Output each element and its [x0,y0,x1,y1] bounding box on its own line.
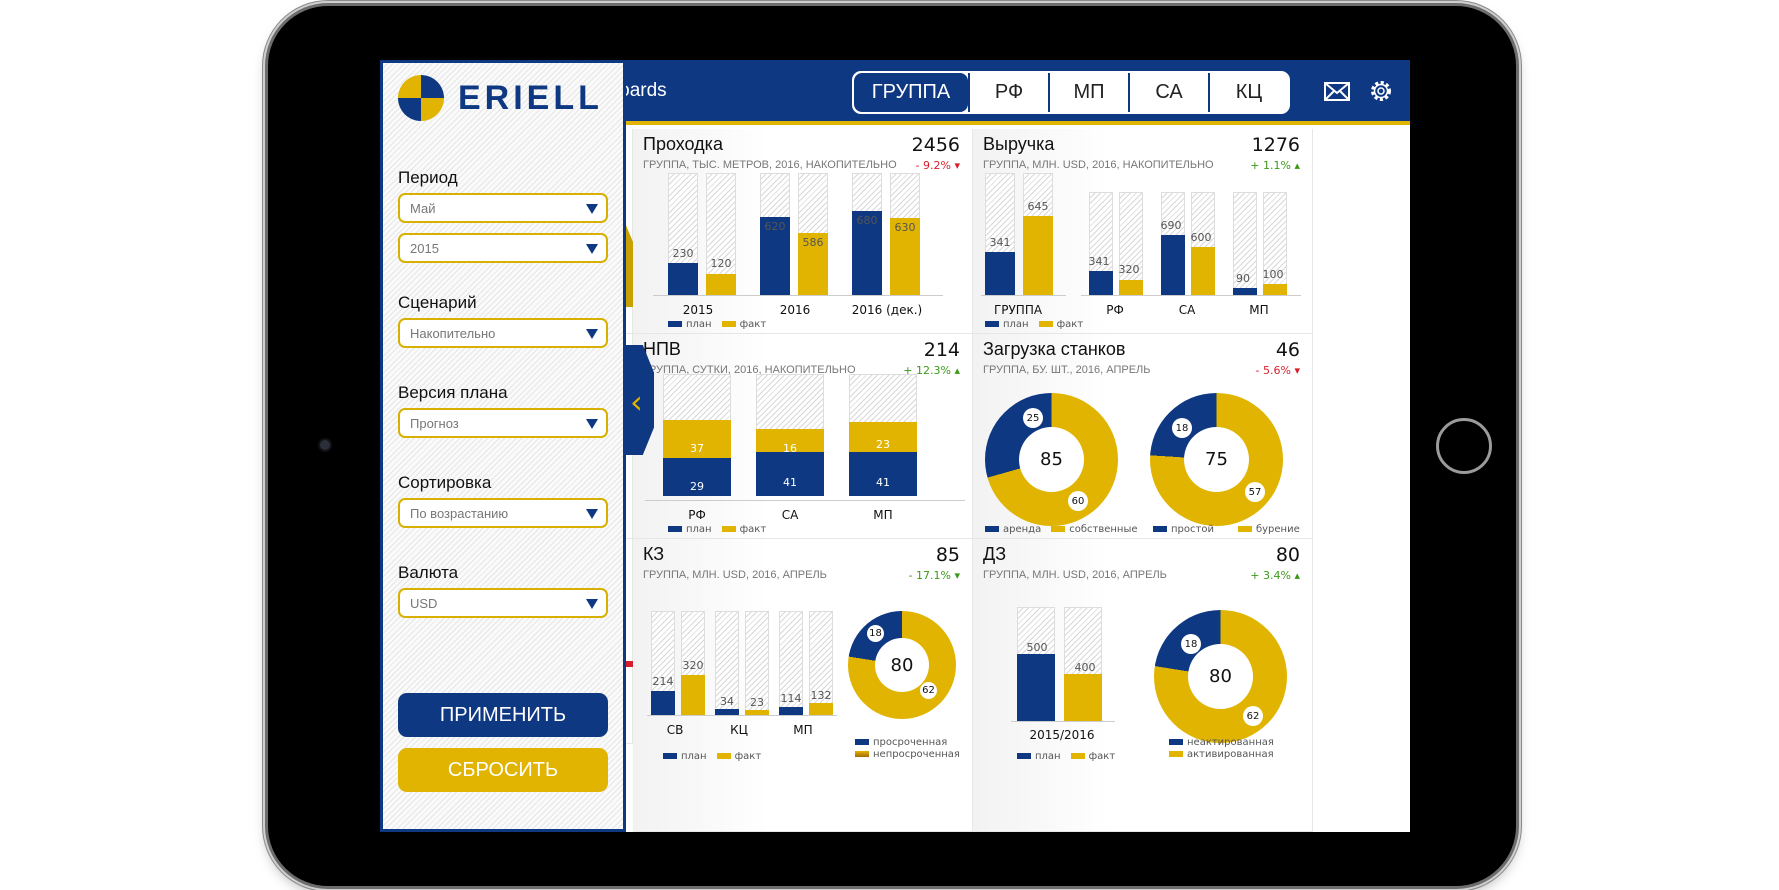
donut-chart: 80 18 62 [848,611,956,719]
dz-chart [1017,607,1107,721]
chevron-left-icon: ‹ [630,383,643,421]
card-kz[interactable]: КЗ ГРУППА, МЛН. USD, 2016, АПРЕЛЬ 85 - 1… [633,539,973,832]
tab-kc[interactable]: КЦ [1208,73,1288,112]
camera [318,438,332,452]
mail-icon[interactable] [1324,82,1350,101]
legend: план факт [1017,751,1115,762]
filter-sidebar: ERIELL Период Май 2015 Сценарий Накопите… [380,60,626,832]
tab-bar: ГРУППА РФ МП СА КЦ [852,71,1290,114]
kz-chart [651,611,841,715]
tab-mp[interactable]: МП [1048,73,1128,112]
chevron-down-icon [586,244,598,254]
legend: неактированная активированная [1169,737,1274,760]
sort-select[interactable]: По возрастанию [398,498,608,528]
card-npv[interactable]: НПВ ГРУППА, СУТКИ, 2016, НАКОПИТЕЛЬНО 21… [633,334,973,539]
donut-chart: 85 25 60 [985,393,1118,526]
chevron-down-icon [586,419,598,429]
logo: ERIELL [398,75,603,121]
screen: nboards ГРУППА РФ МП СА КЦ 11 - 11.4% ▾ … [380,60,1410,832]
tab-sa[interactable]: СА [1128,73,1208,112]
card-zagruzka[interactable]: Загрузка станков ГРУППА, БУ. ШТ., 2016, … [973,334,1313,539]
prohodka-chart [668,173,920,295]
donut-chart: 75 18 57 [1150,393,1283,526]
eriell-logo-icon [398,75,444,121]
chevron-down-icon [586,509,598,519]
npv-chart [663,374,953,496]
apply-button[interactable]: ПРИМЕНИТЬ [398,693,608,737]
chevron-down-icon [586,329,598,339]
legend: план факт [668,524,766,535]
home-button[interactable] [1436,418,1492,474]
legend: план факт [985,319,1083,330]
legend: план факт [663,751,761,762]
dashboard-grid: 11 - 11.4% ▾ 0137 397 + 1.9% ▴ МП 423 - … [380,129,1410,832]
vyruchka-chart [985,173,1287,295]
chevron-down-icon [586,599,598,609]
plan-version-select[interactable]: Прогноз [398,408,608,438]
sidebar-collapse-button[interactable]: ‹ [626,345,654,455]
legend: план факт [668,319,766,330]
period-month-select[interactable]: Май [398,193,608,223]
period-year-select[interactable]: 2015 [398,233,608,263]
reset-button[interactable]: СБРОСИТЬ [398,748,608,792]
legend: простой бурение [1153,524,1300,535]
card-prohodka[interactable]: Проходка ГРУППА, ТЫС. МЕТРОВ, 2016, НАКО… [633,129,973,334]
gear-icon[interactable] [1368,78,1394,104]
scenario-select[interactable]: Накопительно [398,318,608,348]
currency-select[interactable]: USD [398,588,608,618]
card-dz[interactable]: ДЗ ГРУППА, МЛН. USD, 2016, АПРЕЛЬ 80 + 3… [973,539,1313,832]
tab-gruppa[interactable]: ГРУППА [854,73,968,112]
card-vyruchka[interactable]: Выручка ГРУППА, МЛН. USD, 2016, НАКОПИТЕ… [973,129,1313,334]
legend: просроченная непросроченная [855,737,960,760]
tab-rf[interactable]: РФ [968,73,1048,112]
chevron-down-icon [586,204,598,214]
donut-chart: 80 18 62 [1154,610,1287,743]
legend: аренда собственные [985,524,1138,535]
